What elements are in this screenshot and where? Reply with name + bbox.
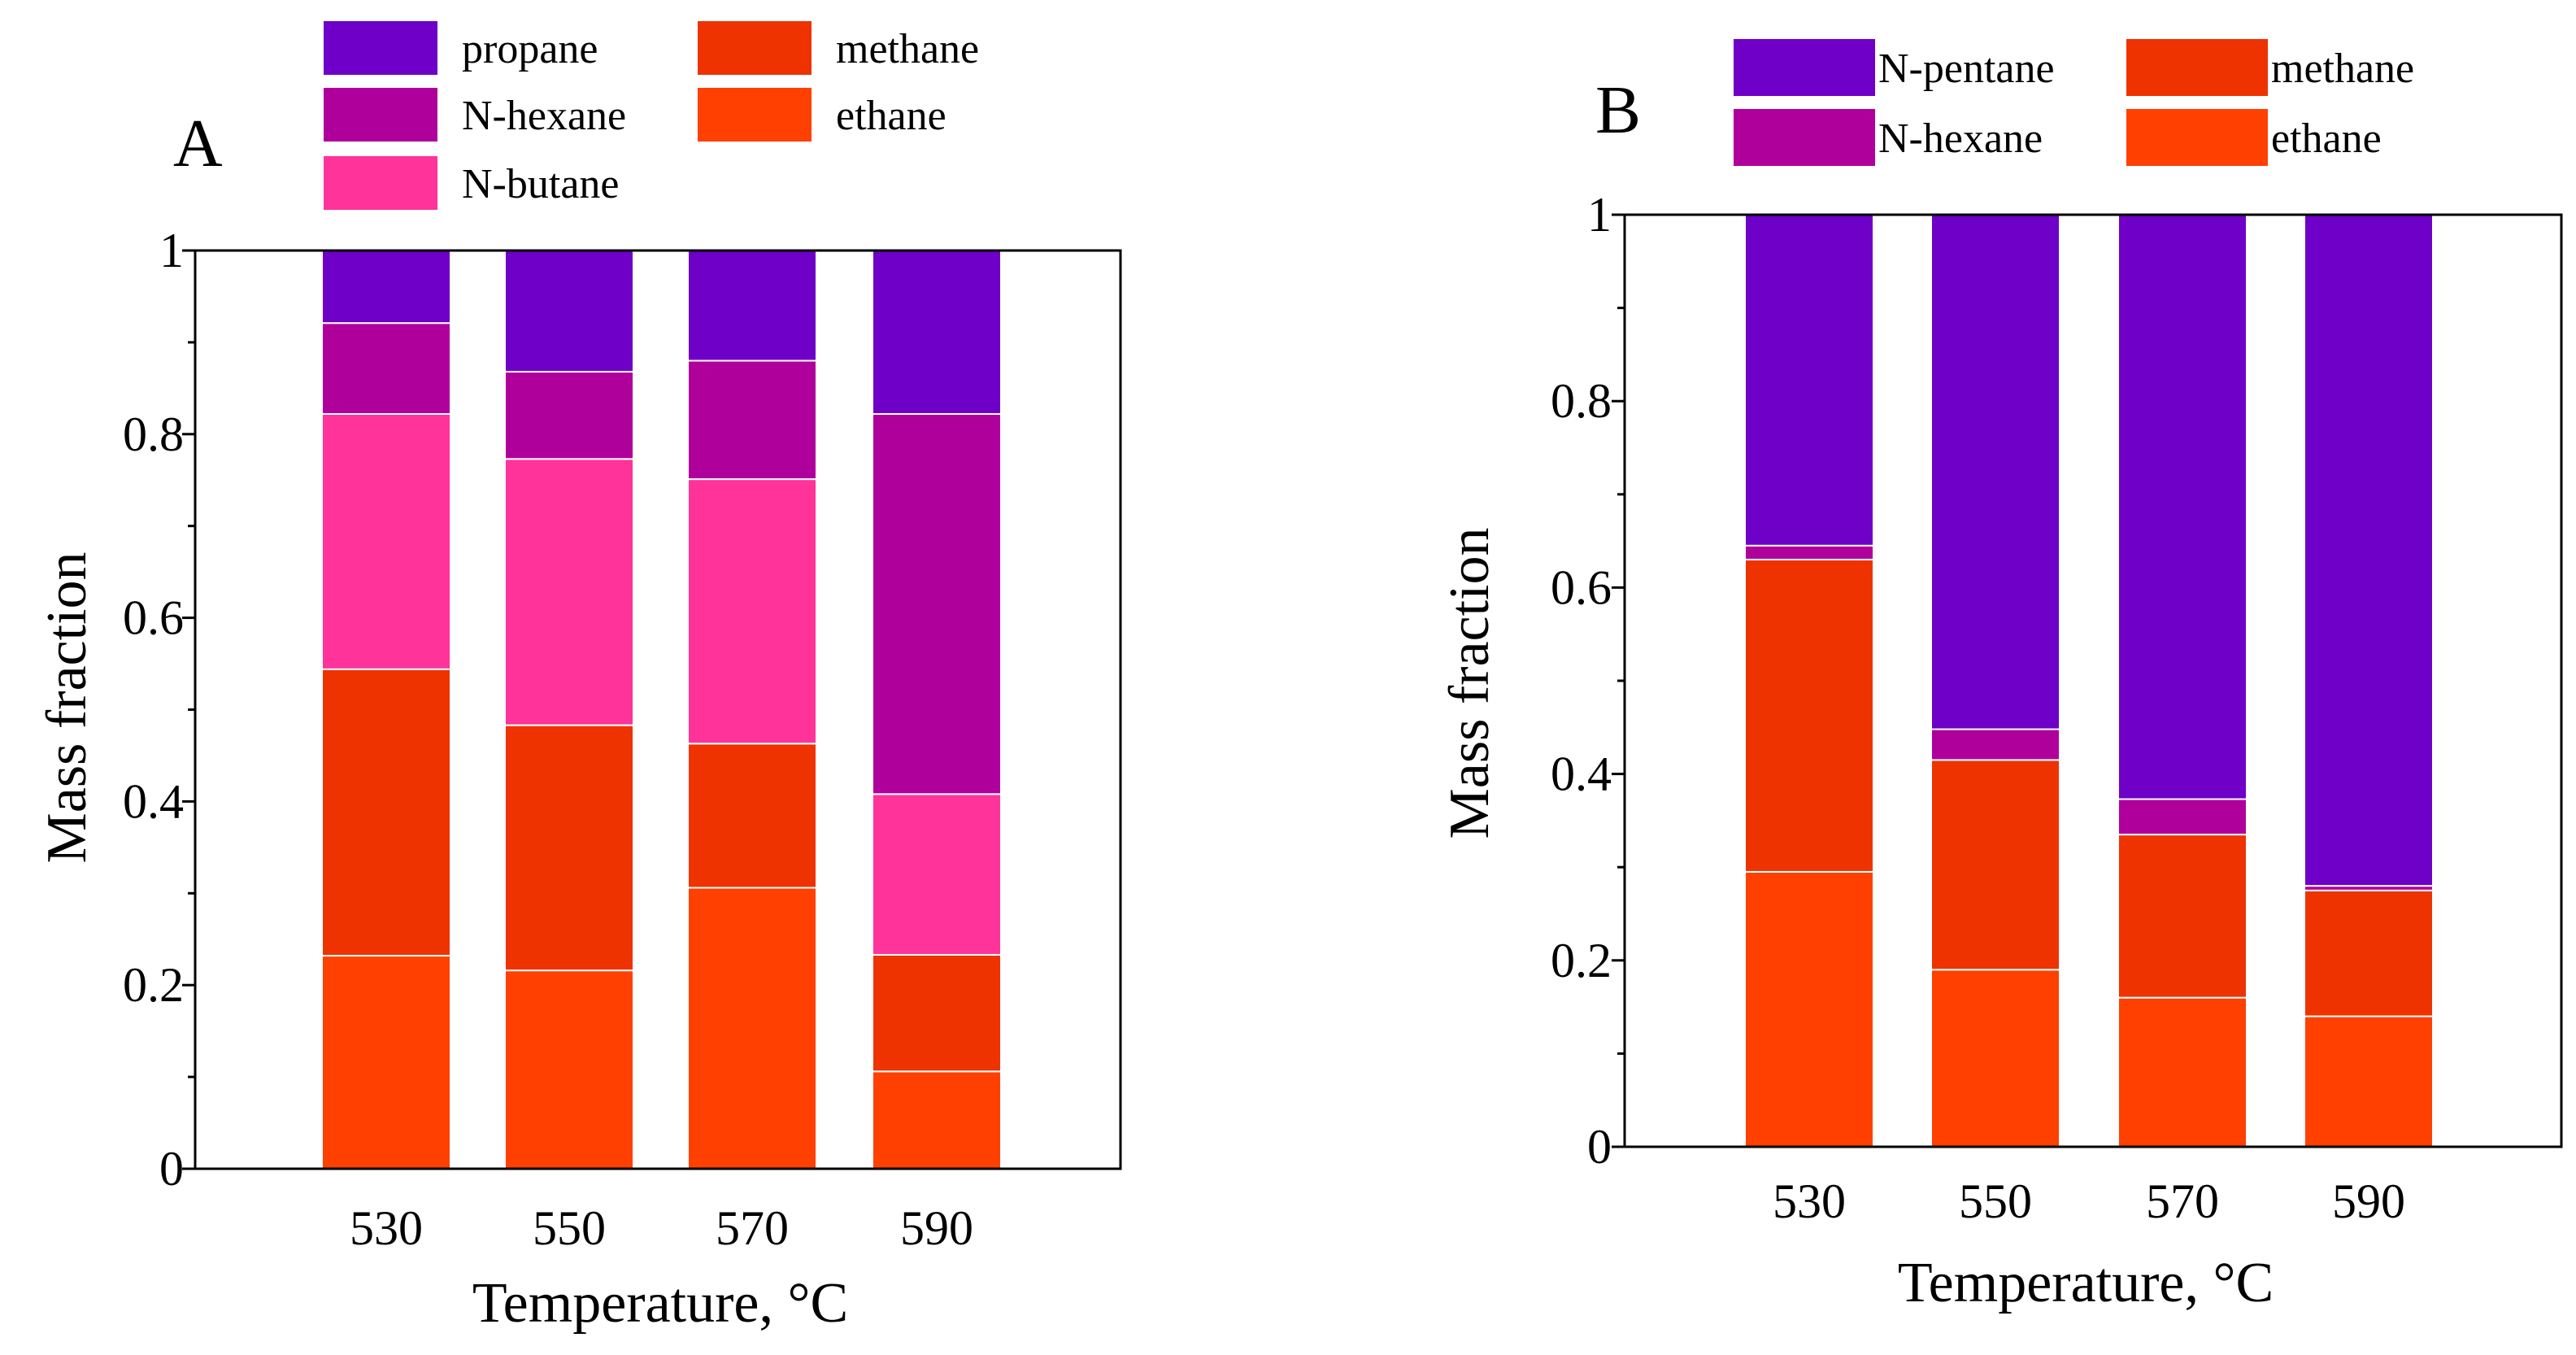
panel-a: A propane N-hexane N-butane methane ethane 0… (36, 21, 1122, 1335)
bar-segment-n-butane-530 (321, 412, 451, 670)
legend-label-n-pentane: N-pentane (1878, 46, 2055, 92)
legend-swatch-n-pentane (1734, 39, 1875, 96)
y-tick-label: 0.8 (123, 407, 184, 461)
y-tick-label: 0 (1587, 1120, 1612, 1174)
bar-segment-methane-530 (1744, 559, 1874, 873)
bar-segment-propane-570 (687, 250, 817, 362)
legend-swatch-methane (2126, 39, 2268, 96)
bar-segment-ethane-570 (2117, 996, 2247, 1148)
panel-a-label: A (173, 106, 223, 181)
bar-segment-n-hexane-550 (1930, 728, 2060, 761)
legend-swatch-n-hexane (324, 88, 437, 142)
panel-b-x-axis-title: Temperature, °C (1898, 1252, 2274, 1314)
bar-segment-ethane-590 (2304, 1015, 2434, 1148)
legend-label-n-hexane: N-hexane (1878, 115, 2043, 162)
bar-segment-methane-570 (687, 743, 817, 889)
panel-a-plot: 0 0.2 0.4 0.6 0.8 1 530 550 570 590 (123, 224, 1122, 1255)
bar-segment-n-hexane-530 (1744, 544, 1874, 561)
bar-segment-n-pentane-590 (2304, 214, 2434, 887)
legend-swatch-n-butane (324, 156, 437, 210)
bar-segment-ethane-570 (687, 887, 817, 1170)
bar-segment-n-hexane-530 (321, 322, 451, 415)
bar-segment-ethane-590 (872, 1070, 1002, 1170)
y-tick-label: 0.6 (1551, 560, 1612, 614)
bar-segment-n-butane-590 (872, 793, 1002, 956)
bar-segment-ethane-550 (504, 969, 634, 1170)
bar-segment-n-hexane-550 (504, 371, 634, 460)
y-tick-label: 0.2 (1551, 934, 1612, 987)
x-tick-label-570: 570 (716, 1201, 789, 1255)
bar-segment-propane-530 (321, 250, 451, 325)
panel-a-legend: propane N-hexane N-butane methane ethane (324, 21, 979, 210)
x-tick-label-530: 530 (1773, 1174, 1846, 1228)
panel-b-y-axis-title: Mass fraction (1438, 528, 1501, 839)
y-tick-label: 0.6 (123, 591, 184, 645)
bar-segment-methane-530 (321, 668, 451, 957)
bar-segment-ethane-530 (321, 955, 451, 1170)
bar-segment-n-hexane-590 (872, 412, 1002, 795)
x-tick-label-590: 590 (900, 1201, 973, 1255)
x-tick-label-550: 550 (1959, 1174, 2032, 1228)
x-tick-label-590: 590 (2332, 1174, 2405, 1228)
legend-label-ethane: ethane (836, 93, 946, 139)
y-tick-label: 0 (159, 1142, 184, 1196)
panel-a-x-axis-title: Temperature, °C (472, 1272, 848, 1335)
bar-segment-methane-550 (504, 724, 634, 972)
bar-segment-n-butane-550 (504, 458, 634, 726)
panel-a-y-axis-title: Mass fraction (36, 552, 98, 864)
x-tick-label-570: 570 (2146, 1174, 2219, 1228)
x-tick-label-530: 530 (350, 1201, 423, 1255)
x-tick-label-550: 550 (533, 1201, 606, 1255)
bar-segment-n-pentane-550 (1930, 214, 2060, 730)
legend-swatch-ethane (2126, 109, 2268, 166)
bar-segment-n-pentane-530 (1744, 214, 1874, 547)
bar-segment-n-pentane-570 (2117, 214, 2247, 800)
panel-b: B N-pentane N-hexane methane ethane 0 0.2 0.4… (1438, 39, 2563, 1314)
panel-b-plot: 0 0.2 0.4 0.6 0.8 1 530 550 570 590 (1551, 188, 2563, 1228)
legend-swatch-methane (698, 21, 812, 75)
y-tick-label: 0.4 (1551, 747, 1612, 801)
legend-label-methane: methane (836, 26, 979, 72)
y-tick-label: 1 (1587, 188, 1612, 242)
legend-swatch-propane (324, 21, 437, 75)
bar-segment-methane-590 (2304, 889, 2434, 1017)
y-tick-label: 0.2 (123, 958, 184, 1012)
panel-b-legend: N-pentane N-hexane methane ethane (1734, 39, 2414, 166)
bar-segment-propane-590 (872, 250, 1002, 415)
bar-segment-n-hexane-570 (2117, 798, 2247, 836)
y-tick-label: 0.4 (123, 774, 184, 828)
panel-b-label: B (1595, 72, 1641, 148)
legend-label-n-butane: N-butane (462, 161, 619, 207)
bar-segment-ethane-530 (1744, 870, 1874, 1148)
bar-segment-n-hexane-570 (687, 359, 817, 481)
legend-label-methane: methane (2271, 46, 2414, 92)
legend-label-propane: propane (462, 26, 598, 72)
bar-segment-methane-570 (2117, 834, 2247, 999)
y-tick-label: 0.8 (1551, 374, 1612, 428)
legend-label-n-hexane: N-hexane (462, 93, 626, 139)
y-tick-label: 1 (159, 224, 184, 277)
bar-segment-methane-590 (872, 953, 1002, 1073)
legend-swatch-n-hexane (1734, 109, 1875, 166)
bar-segment-methane-550 (1930, 759, 2060, 971)
bar-segment-ethane-550 (1930, 969, 2060, 1148)
bar-segment-propane-550 (504, 250, 634, 373)
bar-segment-n-butane-570 (687, 478, 817, 745)
legend-swatch-ethane (698, 88, 812, 142)
legend-label-ethane: ethane (2271, 115, 2382, 162)
